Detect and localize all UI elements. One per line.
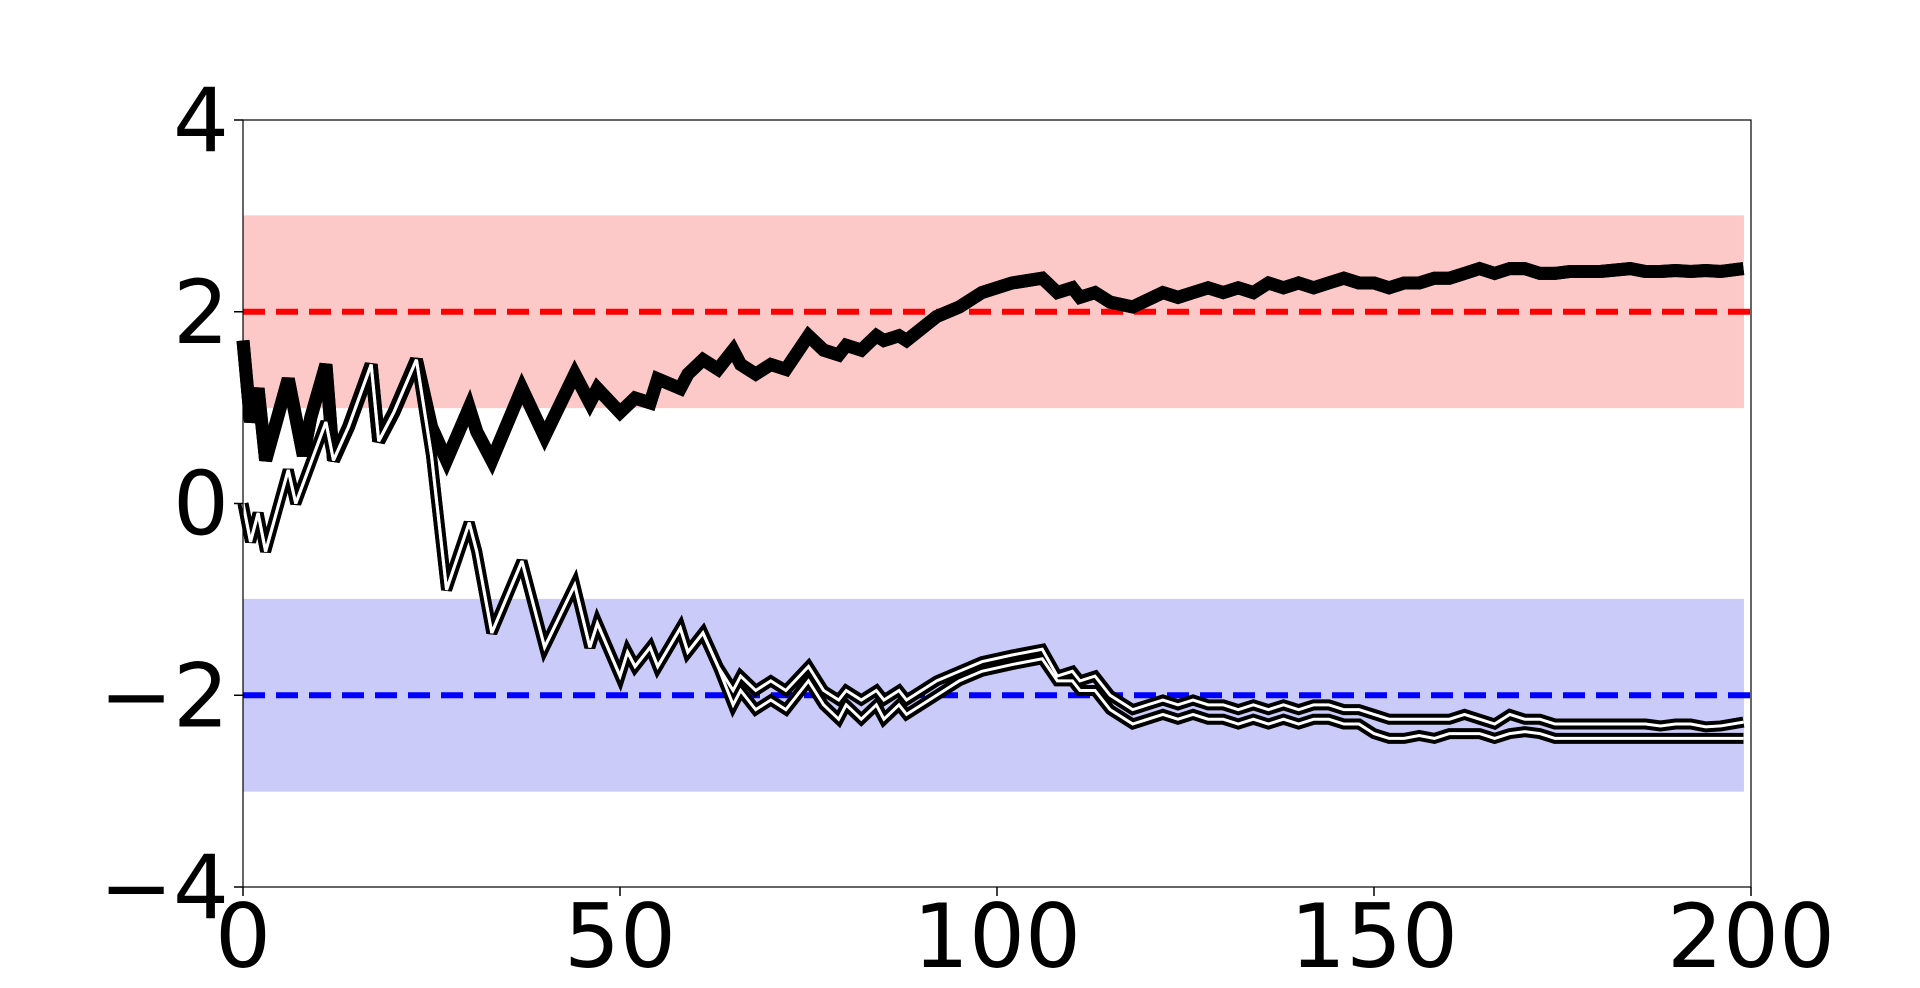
x-tick-label: 200 <box>1667 885 1835 983</box>
series-lines <box>236 261 1745 745</box>
y-tick-label: −2 <box>99 644 229 747</box>
x-tick-label: 0 <box>215 885 271 983</box>
reference-lines <box>243 308 1751 699</box>
x-tick-label: 100 <box>913 885 1081 983</box>
series-1-edge-lower-core <box>241 359 1744 740</box>
x-tick-label: 50 <box>564 885 676 983</box>
y-tick-label: 2 <box>173 261 229 364</box>
y-axis: −4 −2 0 2 4 <box>99 69 243 939</box>
y-tick-label: 4 <box>173 69 229 172</box>
y-tick-label: −4 <box>99 836 229 939</box>
x-tick-label: 150 <box>1290 885 1458 983</box>
shaded-bands <box>242 215 1744 792</box>
y-tick-label: 0 <box>173 453 229 556</box>
x-axis: 0 50 100 150 200 <box>215 885 1835 988</box>
series-0-edge-lower-outline <box>236 261 1745 477</box>
